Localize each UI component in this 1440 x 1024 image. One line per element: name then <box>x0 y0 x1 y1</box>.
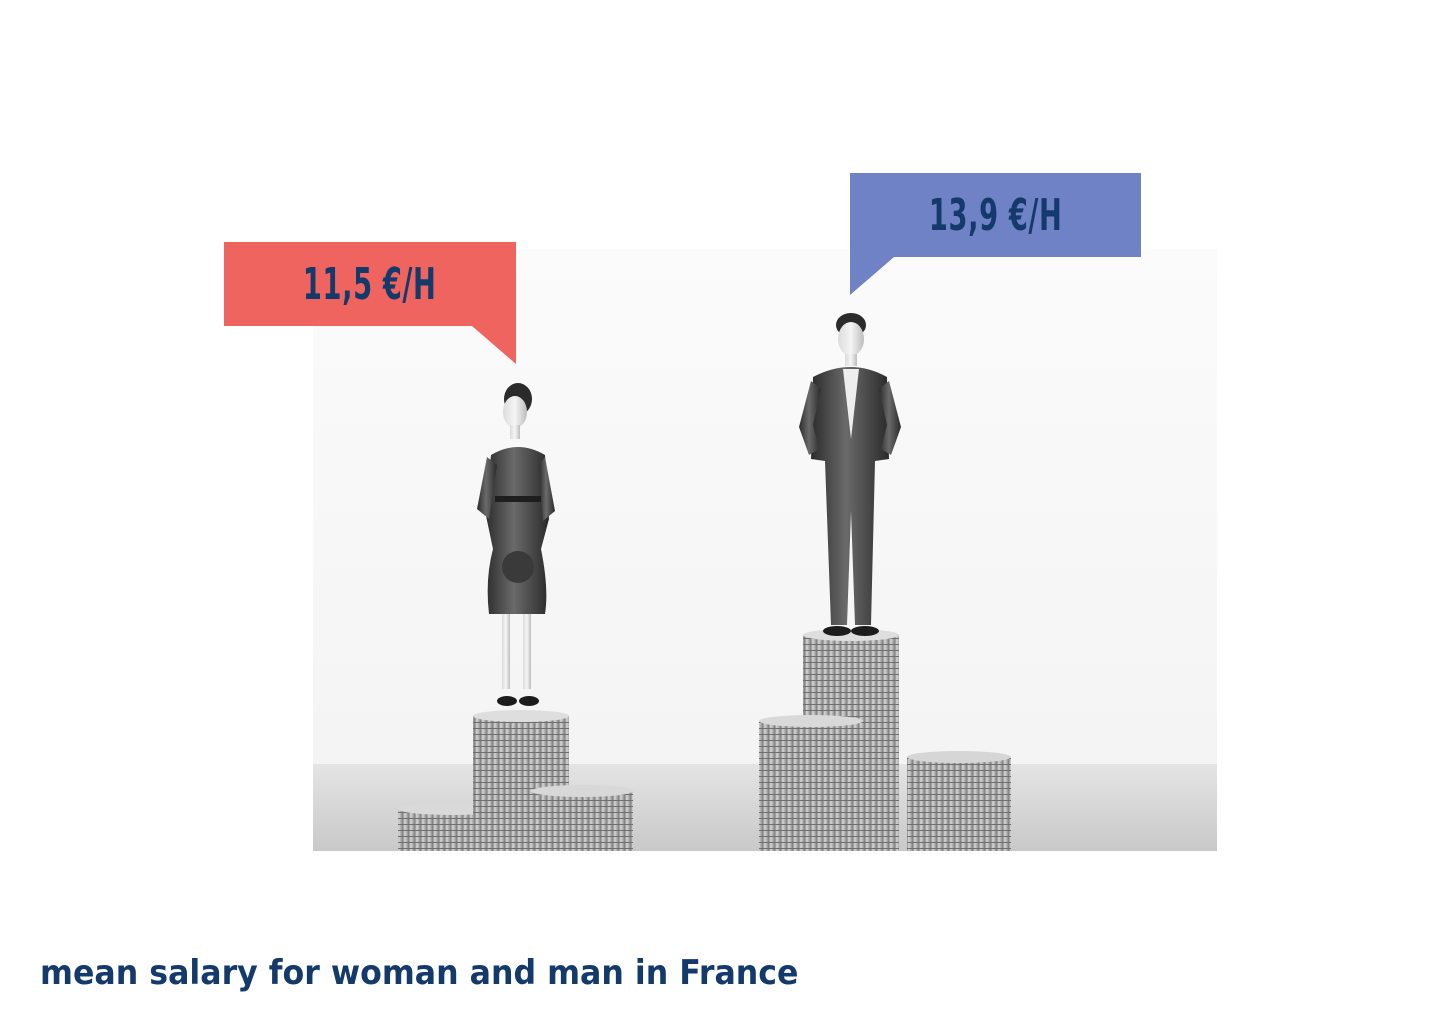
woman-salary-label: 11,5 €/H <box>303 258 437 310</box>
man-salary-label: 13,9 €/H <box>928 189 1063 241</box>
caption: mean salary for woman and man in France <box>40 953 799 993</box>
figurines-coins-photo <box>313 249 1217 851</box>
man-figurine <box>799 313 901 636</box>
woman-figurine <box>477 383 555 706</box>
man-salary-bubble: 13,9 €/H <box>850 173 1141 295</box>
woman-salary-bubble: 11,5 €/H <box>224 242 516 364</box>
